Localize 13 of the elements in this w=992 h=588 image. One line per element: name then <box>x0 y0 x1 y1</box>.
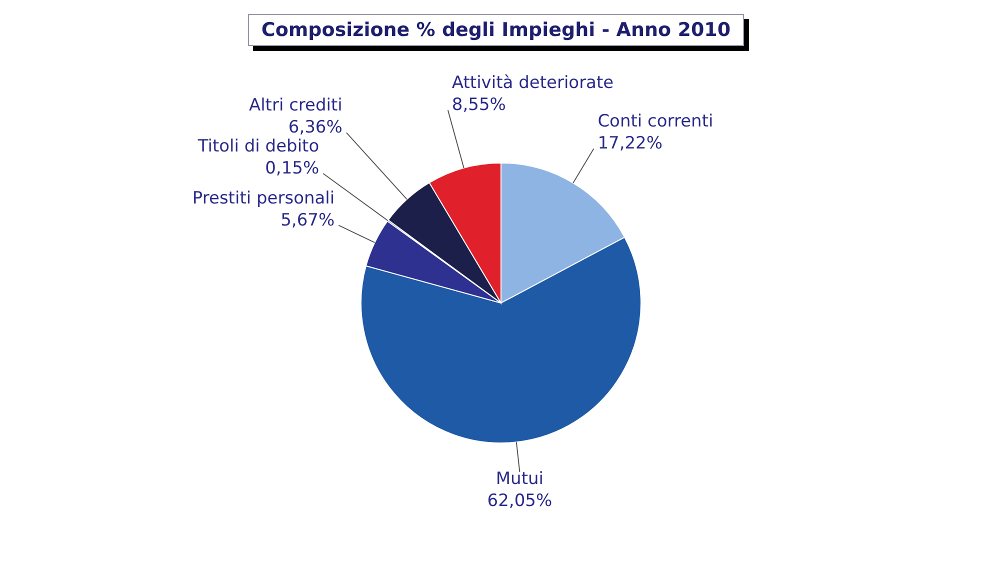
data-label: 8,55% <box>452 95 506 116</box>
chart-title: Composizione % degli Impieghi - Anno 2010 <box>248 14 744 46</box>
slice-label: Conti correnti <box>598 112 714 132</box>
data-label: 0,15% <box>265 158 320 179</box>
slice-label: Attività deteriorate <box>452 73 614 94</box>
data-label: 6,36% <box>288 118 342 138</box>
slice-label: Titoli di debito <box>196 136 320 157</box>
data-label: 62,05% <box>487 490 552 511</box>
slice-label: Prestiti personali <box>192 188 335 208</box>
slice-label: Altri crediti <box>248 96 342 116</box>
data-label: 5,67% <box>280 210 335 230</box>
data-label: 17,22% <box>598 134 663 154</box>
slice-label: Mutui <box>496 468 544 489</box>
